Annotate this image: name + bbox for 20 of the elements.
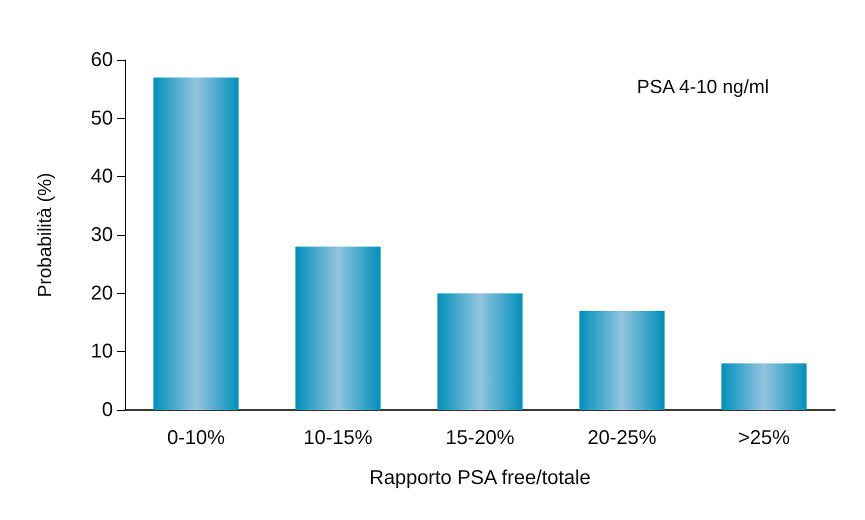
x-tick-label: 10-15% [304,427,373,449]
y-tick-label: 20 [90,282,113,304]
y-tick-label: 60 [90,49,113,71]
bar [153,78,239,410]
bar [579,310,665,410]
y-tick-label: 50 [90,107,113,130]
y-axis-title: Probabilità (%) [35,172,56,298]
x-tick-label: >25% [738,427,790,449]
x-tick-label: 0-10% [167,427,226,449]
x-tick-label: 20-25% [588,427,657,449]
y-tick-label: 10 [90,340,113,363]
y-tick-label: 0 [102,399,113,421]
bar [437,293,523,410]
annotation: PSA 4-10 ng/ml [636,77,769,98]
bar [721,363,807,410]
bar [295,246,381,410]
x-tick-label: 15-20% [446,427,515,449]
y-tick-label: 40 [90,166,113,188]
y-tick-label: 30 [90,224,113,246]
x-axis-title: Rapporto PSA free/totale [369,467,591,489]
